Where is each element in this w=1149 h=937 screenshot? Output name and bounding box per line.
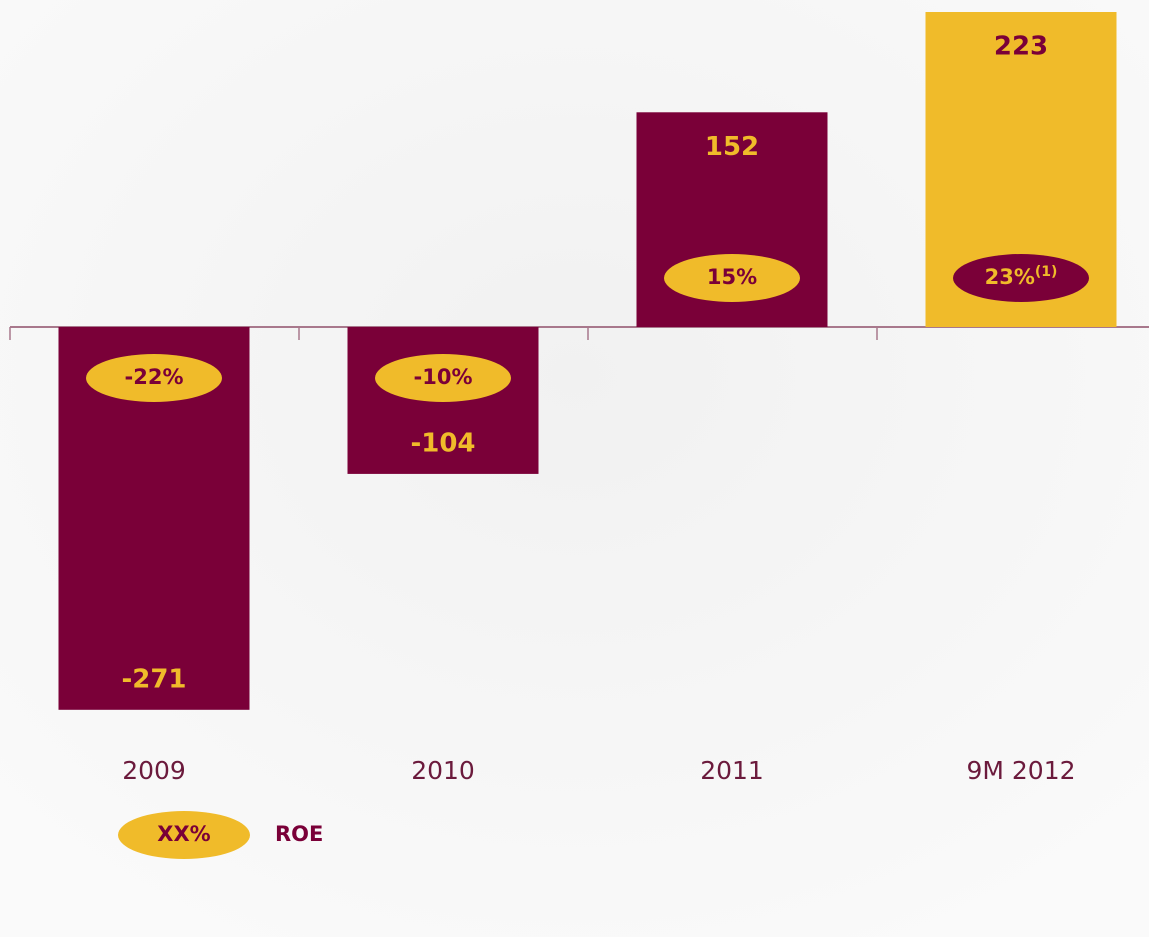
x-tick-label: 2011 — [700, 756, 764, 785]
roe-label: 15% — [707, 265, 757, 289]
value-label: 152 — [705, 132, 759, 162]
x-tick-label: 9M 2012 — [966, 756, 1075, 785]
roe-label: -10% — [414, 365, 473, 389]
legend-symbol-label: XX% — [157, 822, 210, 846]
x-tick-label: 2010 — [411, 756, 475, 785]
legend-label: ROE — [275, 822, 323, 846]
value-label: 223 — [994, 32, 1048, 62]
chart: -271 -22% 2009 -104 -10% 2010 152 15% 2011 223 23%… — [0, 0, 1149, 937]
roe-note: (1) — [1035, 264, 1058, 280]
roe-label: -22% — [125, 365, 184, 389]
value-label: -271 — [121, 664, 186, 694]
roe-value: 23% — [985, 265, 1035, 289]
x-tick-label: 2009 — [122, 756, 186, 785]
value-label: -104 — [410, 428, 475, 458]
